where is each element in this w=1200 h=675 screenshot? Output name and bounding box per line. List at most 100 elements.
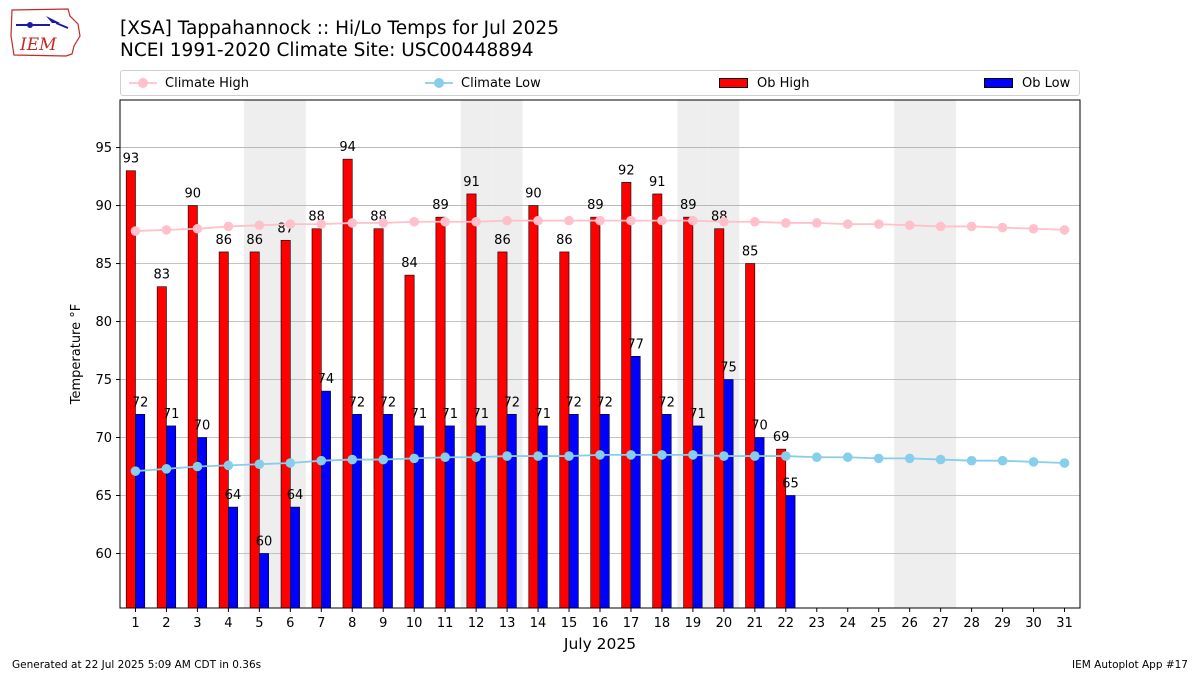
climate-high-point xyxy=(719,216,729,227)
ob-high-label: 91 xyxy=(649,175,666,190)
climate-high-point xyxy=(130,226,141,236)
ob-low-label: 71 xyxy=(163,407,180,422)
ob-low-label: 70 xyxy=(194,419,211,434)
legend-item-ob-high: Ob High xyxy=(719,74,810,92)
x-tick-label: 12 xyxy=(468,616,485,631)
ob-low-label: 60 xyxy=(256,534,273,549)
climate-high-point xyxy=(564,215,574,226)
ob-low-label: 74 xyxy=(318,372,335,387)
ob-high-bar xyxy=(187,205,198,609)
y-tick-label: 85 xyxy=(95,257,112,272)
x-tick-label: 6 xyxy=(286,616,294,631)
climate-high-point xyxy=(688,215,698,226)
x-tick-label: 20 xyxy=(716,616,733,631)
ob-high-label: 89 xyxy=(587,198,604,213)
x-tick-label: 22 xyxy=(778,616,795,631)
climate-high-point xyxy=(192,223,203,234)
legend-label-ob-low: Ob Low xyxy=(1022,75,1071,91)
weekend-shade xyxy=(925,100,957,608)
ob-low-label: 64 xyxy=(225,488,242,503)
ob-low-label: 71 xyxy=(411,407,428,422)
ob-low-label: 72 xyxy=(658,395,675,410)
ob-low-label: 72 xyxy=(349,395,366,410)
ob-low-label: 71 xyxy=(442,407,459,422)
climate-low-point xyxy=(966,455,977,466)
climate-high-point xyxy=(626,215,636,226)
x-tick-label: 8 xyxy=(348,616,356,631)
ob-low-label: 72 xyxy=(596,395,613,410)
x-tick-label: 21 xyxy=(747,616,764,631)
ob-high-bar xyxy=(280,240,291,609)
legend-item-climate-high: Climate High xyxy=(129,74,249,92)
ob-high-label: 86 xyxy=(494,233,511,248)
ob-low-bar xyxy=(754,437,765,609)
x-tick-label: 25 xyxy=(870,616,887,631)
climate-high-point xyxy=(750,216,760,227)
ob-high-label: 93 xyxy=(123,152,140,167)
climate-low-point xyxy=(626,450,636,460)
ob-low-bar xyxy=(259,553,269,609)
climate-low-line-icon xyxy=(425,78,453,88)
x-tick-label: 19 xyxy=(685,616,702,631)
ob-low-bar xyxy=(723,379,734,609)
climate-low-point xyxy=(811,452,822,463)
ob-low-label: 71 xyxy=(473,407,490,422)
y-tick-label: 60 xyxy=(95,547,112,562)
legend-label-ob-high: Ob High xyxy=(757,75,810,91)
ob-high-label: 83 xyxy=(154,268,171,283)
ob-low-bar xyxy=(382,414,393,609)
ob-low-label: 65 xyxy=(782,476,799,491)
climate-low-point xyxy=(409,453,419,464)
ob-low-label: 71 xyxy=(534,407,551,422)
climate-low-point xyxy=(1059,458,1070,468)
x-tick-label: 10 xyxy=(406,616,423,631)
ob-low-label: 72 xyxy=(380,395,397,410)
x-tick-label: 1 xyxy=(131,616,139,631)
ob-high-label: 90 xyxy=(525,187,542,202)
climate-high-point xyxy=(285,219,296,229)
ob-low-bar xyxy=(413,425,424,609)
ob-high-bar xyxy=(311,228,322,609)
x-tick-label: 30 xyxy=(1025,616,1042,631)
chart-title: [XSA] Tappahannock :: Hi/Lo Temps for Ju… xyxy=(120,18,559,39)
ob-low-bar xyxy=(661,414,672,609)
climate-low-point xyxy=(997,455,1008,466)
ob-high-label: 69 xyxy=(773,430,790,445)
x-tick-label: 18 xyxy=(654,616,671,631)
y-tick-label: 65 xyxy=(95,489,112,504)
y-tick-label: 90 xyxy=(95,199,112,214)
climate-low-point xyxy=(842,452,853,463)
x-tick-label: 24 xyxy=(839,616,856,631)
climate-high-point xyxy=(223,221,234,232)
climate-low-point xyxy=(440,452,450,463)
climate-low-point xyxy=(873,453,884,464)
x-tick-label: 29 xyxy=(994,616,1011,631)
climate-low-point xyxy=(161,464,172,474)
ob-high-label: 86 xyxy=(556,233,573,248)
x-tick-label: 27 xyxy=(932,616,949,631)
ob-low-label: 75 xyxy=(720,361,737,376)
climate-high-point xyxy=(781,218,791,228)
climate-high-point xyxy=(440,216,450,227)
x-tick-label: 7 xyxy=(317,616,325,631)
ob-low-bar xyxy=(506,414,517,609)
climate-low-point xyxy=(595,450,605,460)
ob-low-label: 72 xyxy=(565,395,582,410)
ob-high-bar xyxy=(497,251,508,609)
climate-low-point xyxy=(719,451,729,461)
climate-low-point xyxy=(1028,457,1039,467)
ob-high-bar xyxy=(156,286,167,609)
ob-high-bar xyxy=(466,193,477,609)
y-tick-label: 70 xyxy=(95,431,112,446)
climate-low-point xyxy=(502,451,512,461)
ob-low-label: 70 xyxy=(751,419,768,434)
climate-high-point xyxy=(997,222,1008,233)
climate-high-point xyxy=(904,220,915,231)
ob-high-label: 92 xyxy=(618,163,635,178)
x-tick-label: 17 xyxy=(623,616,640,631)
climate-high-point xyxy=(254,220,265,231)
climate-low-point xyxy=(347,454,358,465)
x-tick-label: 4 xyxy=(224,616,232,631)
ob-low-bar xyxy=(320,390,331,609)
